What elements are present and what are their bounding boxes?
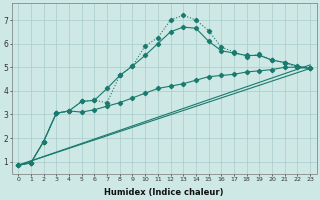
X-axis label: Humidex (Indice chaleur): Humidex (Indice chaleur)	[104, 188, 224, 197]
